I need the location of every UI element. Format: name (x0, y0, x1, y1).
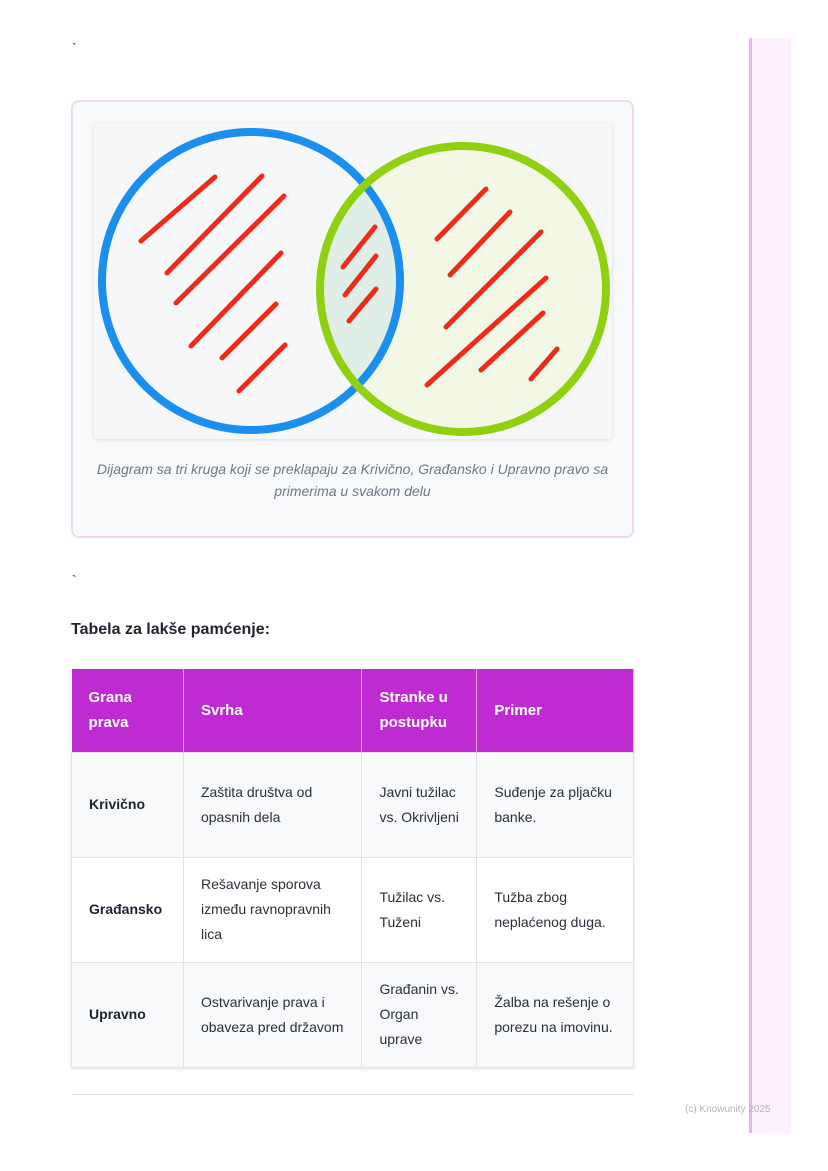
figure: Dijagram sa tri kruga koji se preklapaju… (71, 100, 634, 538)
table-row: Krivično Zaštita društva od opasnih dela… (71, 751, 634, 858)
figure-caption: Dijagram sa tri kruga koji se preklapaju… (96, 461, 609, 499)
right-circle-fill (320, 146, 606, 432)
table-cell: Građansko (71, 856, 184, 963)
table-row: Upravno Ostvarivanje prava i obaveza pre… (71, 961, 634, 1068)
table-cell: Žalba na rešenje o porezu na imovinu. (476, 961, 634, 1068)
side-margin-bar (749, 38, 791, 1133)
backtick: ` (72, 40, 77, 56)
left-circle (98, 128, 404, 434)
right-circle (316, 142, 610, 436)
table-row: Građansko Rešavanje sporova između ravno… (71, 856, 634, 963)
table-header-row: Grana prava Svrha Stranke u postupku Pri… (71, 669, 634, 752)
column-header: Svrha (183, 669, 363, 752)
backtick: ` (72, 572, 77, 588)
comparison-table: Grana prava Svrha Stranke u postupku Pri… (71, 669, 634, 1068)
table-cell: Javni tužilac vs. Okrivljeni (361, 751, 478, 858)
table-cell: Građanin vs. Organ uprave (361, 961, 478, 1068)
column-header: Grana prava (71, 669, 184, 752)
column-header: Stranke u postupku (361, 669, 478, 752)
table-cell: Rešavanje sporova između ravnopravnih li… (182, 856, 363, 963)
table-cell: Krivično (71, 751, 184, 858)
column-header: Primer (476, 669, 634, 752)
hatch-lines (138, 173, 560, 394)
table-cell: Tužba zbog neplaćenog duga. (476, 856, 634, 963)
table-cell: Upravno (71, 961, 184, 1068)
table-cell: Ostvarivanje prava i obaveza pred državo… (182, 961, 363, 1068)
venn-diagram-image (94, 123, 612, 439)
venn-diagram (98, 128, 610, 436)
section-heading: Tabela za lakše pamćenje: (71, 621, 270, 638)
table-cell: Zaštita društva od opasnih dela (182, 751, 363, 858)
footer-copyright: (c) Knowunity 2025 (685, 1104, 771, 1115)
table-cell: Suđenje za pljačku banke. (476, 751, 634, 858)
divider (71, 1094, 634, 1095)
table-cell: Tužilac vs. Tuženi (361, 856, 478, 963)
